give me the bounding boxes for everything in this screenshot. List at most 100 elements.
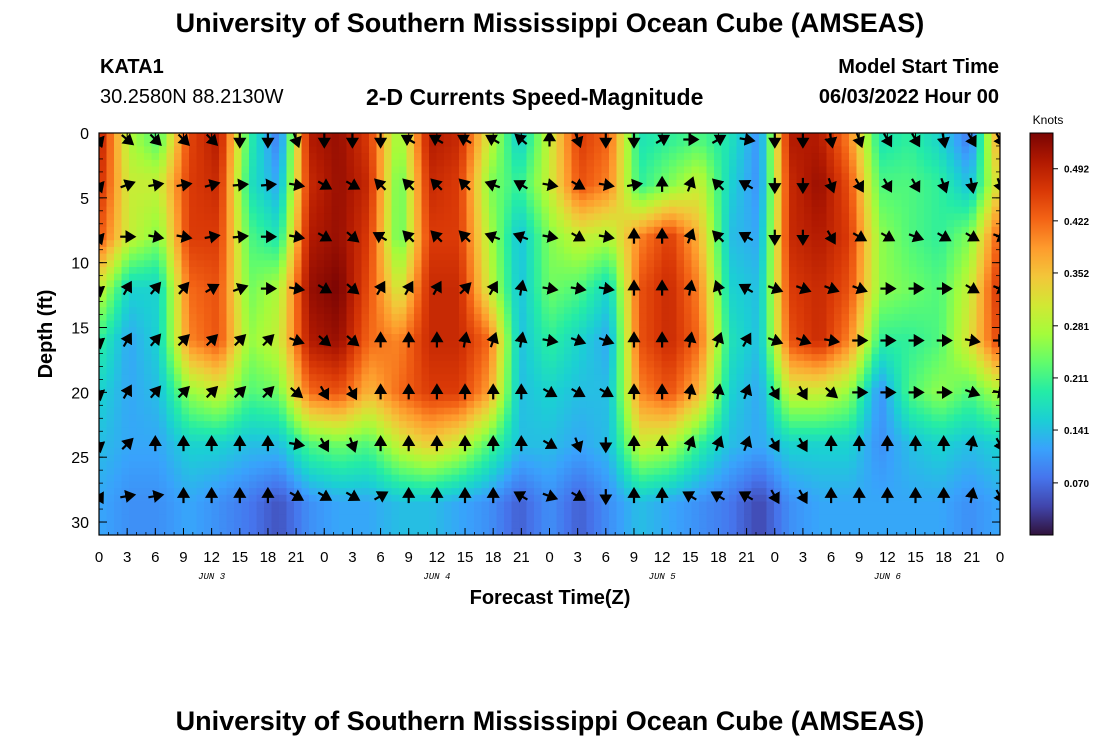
- heatmap-cell: [639, 146, 648, 154]
- heatmap-cell: [601, 461, 610, 469]
- heatmap-cell: [399, 253, 408, 261]
- heatmap-cell: [324, 327, 333, 335]
- heatmap-cell: [646, 380, 655, 389]
- heatmap-cell: [106, 139, 115, 147]
- heatmap-cell: [99, 166, 108, 174]
- heatmap-cell: [279, 447, 288, 456]
- heatmap-cell: [211, 354, 220, 362]
- heatmap-cell: [601, 521, 610, 529]
- heatmap-cell: [466, 307, 475, 315]
- heatmap-cell: [241, 220, 250, 228]
- heatmap-cell: [189, 481, 198, 489]
- heatmap-cell: [519, 535, 527, 542]
- heatmap-cell: [436, 146, 445, 154]
- heatmap-cell: [189, 508, 198, 516]
- heatmap-cell: [256, 447, 265, 456]
- heatmap-cell: [519, 320, 528, 328]
- heatmap-cell: [609, 267, 618, 275]
- heatmap-cell: [451, 528, 460, 535]
- heatmap-cell: [339, 481, 348, 489]
- heatmap-cell: [241, 447, 250, 456]
- heatmap-cell: [421, 213, 430, 221]
- heatmap-cell: [534, 334, 543, 342]
- heatmap-cell: [466, 360, 475, 369]
- heatmap-cell: [129, 514, 138, 523]
- heatmap-cell: [631, 468, 640, 476]
- heatmap-cell: [144, 226, 153, 235]
- heatmap-cell: [309, 226, 318, 235]
- heatmap-cell: [646, 133, 655, 141]
- heatmap-cell: [144, 461, 153, 469]
- heatmap-cell: [429, 313, 438, 322]
- heatmap-cell: [249, 347, 258, 355]
- heatmap-cell: [219, 501, 228, 509]
- heatmap-cell: [159, 468, 168, 476]
- heatmap-cell: [331, 427, 340, 436]
- heatmap-cell: [241, 501, 250, 509]
- heatmap-cell: [399, 260, 408, 268]
- heatmap-cell: [249, 380, 258, 389]
- heatmap-cell: [234, 347, 243, 355]
- heatmap-cell: [421, 441, 430, 449]
- heatmap-cell: [339, 246, 348, 255]
- heatmap-cell: [414, 521, 423, 529]
- heatmap-cell: [526, 179, 535, 188]
- heatmap-cell: [654, 200, 663, 208]
- heatmap-cell: [669, 354, 678, 362]
- heatmap-cell: [226, 253, 235, 261]
- heatmap-cell: [616, 133, 625, 141]
- heatmap-cell: [271, 521, 280, 529]
- heatmap-cell: [301, 260, 310, 268]
- heatmap-cell: [669, 226, 678, 235]
- heatmap-cell: [196, 293, 205, 302]
- heatmap-cell: [294, 240, 303, 248]
- heatmap-cell: [429, 501, 438, 509]
- heatmap-cell: [496, 273, 505, 281]
- heatmap-cell: [174, 474, 183, 482]
- heatmap-cell: [241, 374, 250, 382]
- heatmap-cell: [189, 206, 198, 214]
- heatmap-cell: [106, 528, 115, 535]
- heatmap-cell: [264, 313, 273, 322]
- heatmap-cell: [699, 347, 708, 355]
- heatmap-cell: [624, 447, 633, 456]
- heatmap-cell: [309, 186, 318, 194]
- heatmap-cell: [609, 173, 618, 181]
- heatmap-cell: [421, 313, 430, 322]
- heatmap-cell: [301, 441, 310, 449]
- heatmap-cell: [691, 488, 700, 496]
- heatmap-cell: [646, 488, 655, 496]
- heatmap-cell: [384, 327, 393, 335]
- heatmap-cell: [279, 293, 288, 302]
- heatmap-cell: [279, 407, 288, 415]
- heatmap-cell: [631, 153, 640, 161]
- heatmap-cell: [534, 488, 543, 496]
- heatmap-cell: [129, 267, 138, 275]
- heatmap-cell: [391, 401, 400, 409]
- heatmap-cell: [504, 273, 513, 281]
- heatmap-cell: [571, 528, 580, 535]
- heatmap-cell: [639, 220, 648, 228]
- heatmap-cell: [541, 374, 550, 382]
- heatmap-cell: [286, 193, 295, 201]
- heatmap-cell: [706, 240, 715, 248]
- heatmap-cell: [459, 153, 468, 161]
- heatmap-cell: [639, 293, 648, 302]
- heatmap-cell: [219, 434, 228, 442]
- heatmap-cell: [114, 394, 123, 402]
- heatmap-cell: [166, 461, 175, 469]
- heatmap-cell: [136, 508, 145, 516]
- heatmap-cell: [564, 347, 573, 355]
- heatmap-cell: [159, 427, 168, 436]
- heatmap-cell: [467, 535, 475, 542]
- heatmap-cell: [136, 334, 145, 342]
- heatmap-cell: [181, 374, 190, 382]
- heatmap-cell: [301, 200, 310, 208]
- heatmap-cell: [624, 374, 633, 382]
- heatmap-cell: [166, 427, 175, 436]
- heatmap-cell: [699, 394, 708, 402]
- heatmap-cell: [189, 287, 198, 295]
- heatmap-cell: [406, 173, 415, 181]
- heatmap-cell: [466, 528, 475, 535]
- heatmap-cell: [271, 360, 280, 369]
